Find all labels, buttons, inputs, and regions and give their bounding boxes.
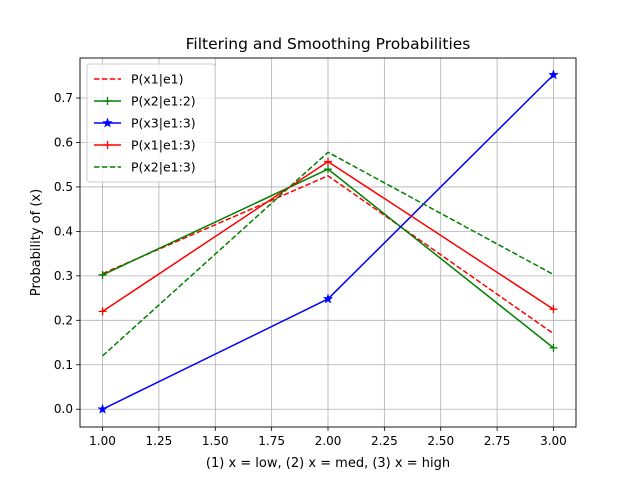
series-line xyxy=(102,175,554,335)
series-1 xyxy=(98,165,558,352)
data-point-marker xyxy=(548,69,559,80)
axis-ticks: 1.00 1.25 1.50 1.75 2.00 2.25 2.50 2.75 3.00 0.0 0… xyxy=(54,91,567,448)
x-tick-label: 2.75 xyxy=(484,434,511,448)
y-tick-label: 0.7 xyxy=(54,91,73,105)
series-line xyxy=(102,151,554,357)
legend-label: P(x1|e1) xyxy=(131,72,184,87)
data-point-marker xyxy=(322,293,334,304)
legend-item: P(x2|e1:3) xyxy=(94,160,196,175)
legend-item: P(x3|e1:3) xyxy=(94,116,196,131)
y-tick-label: 0.6 xyxy=(54,135,73,149)
x-tick-label: 2.25 xyxy=(371,434,398,448)
y-tick-label: 0.5 xyxy=(54,180,73,194)
legend-item: P(x1|e1) xyxy=(94,72,184,87)
legend-marker xyxy=(102,117,113,128)
legend-marker xyxy=(103,97,112,105)
y-tick-label: 0.2 xyxy=(54,313,73,327)
data-point-marker xyxy=(97,403,108,414)
legend: P(x1|e1) P(x2|e1:2) P(x3|e1:3) P(x1|e1:3) P(… xyxy=(86,63,216,183)
legend-label: P(x3|e1:3) xyxy=(131,116,196,131)
x-tick-label: 2.00 xyxy=(315,434,342,448)
legend-label: P(x2|e1:3) xyxy=(131,160,196,175)
data-point-marker xyxy=(549,343,558,352)
y-tick-label: 0.0 xyxy=(54,402,73,416)
y-tick-label: 0.4 xyxy=(54,224,73,238)
data-point-marker xyxy=(549,305,558,314)
data-point-marker xyxy=(324,165,332,174)
series-0 xyxy=(102,175,554,335)
series-2 xyxy=(97,69,559,414)
y-tick-label: 0.1 xyxy=(54,358,73,372)
legend-box xyxy=(86,63,216,183)
series-4 xyxy=(102,151,554,357)
series-3 xyxy=(98,157,558,316)
x-tick-label: 1.25 xyxy=(146,434,173,448)
data-point-marker xyxy=(98,270,107,279)
x-tick-label: 3.00 xyxy=(540,434,567,448)
data-point-marker xyxy=(98,307,107,316)
legend-marker xyxy=(103,141,112,149)
chart-title: Filtering and Smoothing Probabilities xyxy=(186,35,471,53)
legend-item: P(x2|e1:2) xyxy=(94,94,196,109)
x-tick-label: 1.00 xyxy=(89,434,116,448)
y-tick-label: 0.3 xyxy=(54,269,73,283)
x-axis-label: (1) x = low, (2) x = med, (3) x = high xyxy=(206,456,450,471)
data-point-marker xyxy=(324,157,332,166)
legend-item: P(x1|e1:3) xyxy=(94,138,196,153)
x-tick-label: 2.50 xyxy=(427,434,454,448)
legend-label: P(x1|e1:3) xyxy=(131,138,196,153)
x-tick-label: 1.50 xyxy=(202,434,229,448)
series-lines xyxy=(97,69,559,414)
legend-label: P(x2|e1:2) xyxy=(131,94,196,109)
x-tick-label: 1.75 xyxy=(258,434,285,448)
y-axis-label: Probability of (x) xyxy=(29,189,44,296)
